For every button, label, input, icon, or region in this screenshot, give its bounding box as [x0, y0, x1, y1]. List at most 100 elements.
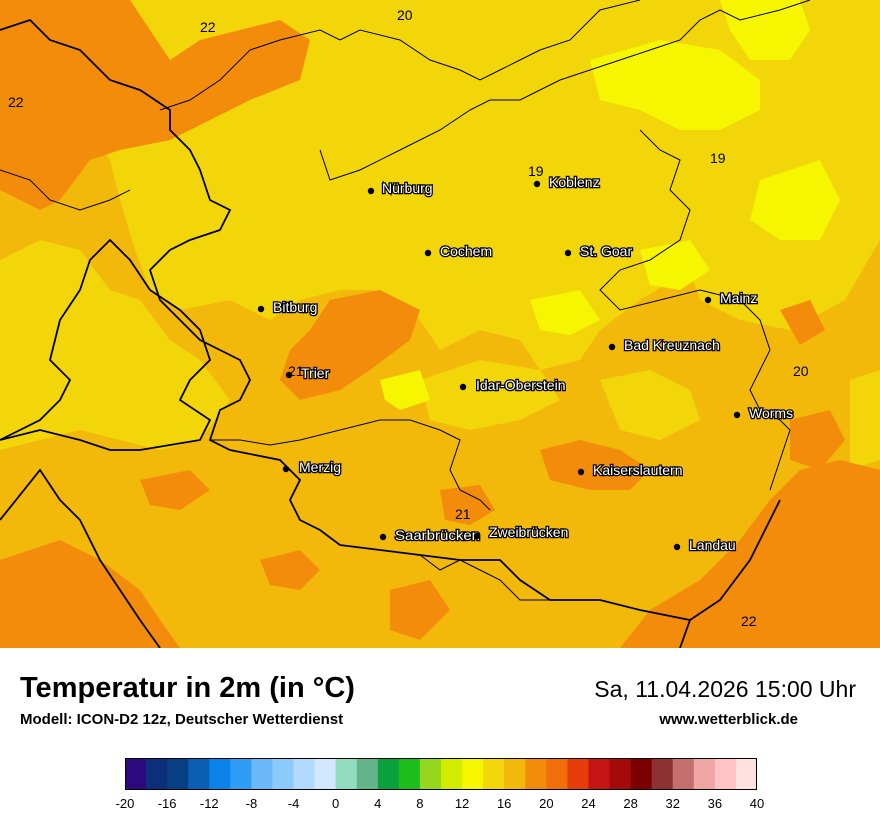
legend-swatch — [335, 758, 358, 790]
legend-swatch — [188, 758, 210, 790]
city-dot — [733, 411, 741, 419]
legend-tick-label: -4 — [287, 796, 300, 811]
legend-swatches — [125, 758, 757, 790]
isoline-label: 22 — [200, 19, 216, 35]
city-label: Landau — [689, 537, 736, 553]
city-trier[interactable]: Trier — [285, 364, 331, 382]
city-kaiserslautern[interactable]: Kaiserslautern — [577, 461, 684, 479]
legend-tick-label: 12 — [454, 796, 470, 811]
legend-tick-label: 36 — [707, 796, 723, 811]
legend-tick-label: -20 — [115, 796, 135, 811]
isoline-label: 19 — [528, 163, 544, 179]
legend-swatch — [125, 758, 147, 790]
city-label: Merzig — [299, 459, 341, 475]
city-label: Trier — [301, 365, 330, 381]
city-bitburg[interactable]: Bitburg — [257, 298, 319, 316]
city-markers: Nürburg Koblenz Cochem St. Goar Bitburg … — [257, 173, 794, 554]
temperature-zone-light — [380, 0, 840, 410]
legend-swatch — [293, 758, 316, 790]
legend-frame — [125, 758, 757, 790]
legend-swatch — [462, 758, 484, 790]
city-label: Bitburg — [273, 299, 317, 315]
city-nuerburg[interactable]: Nürburg — [367, 179, 434, 197]
legend-swatch — [651, 758, 674, 790]
legend-swatch — [398, 758, 421, 790]
temperature-map[interactable]: 20 22 22 19 19 21 20 21 22 Nürburg Koble… — [0, 0, 880, 649]
city-dot — [282, 465, 290, 473]
city-label: Cochem — [440, 243, 492, 259]
isoline-label: 22 — [8, 94, 24, 110]
forecast-datetime: Sa, 11.04.2026 15:00 Uhr — [594, 676, 856, 702]
legend-swatch — [630, 758, 653, 790]
city-dot — [424, 249, 432, 257]
city-idar-oberstein[interactable]: Idar-Oberstein — [459, 376, 567, 394]
legend-tick-label: 32 — [665, 796, 680, 811]
city-bad-kreuznach[interactable]: Bad Kreuznach — [608, 336, 721, 354]
city-cochem[interactable]: Cochem — [424, 242, 493, 260]
legend-swatch — [230, 758, 252, 790]
legend-tick-label: 24 — [581, 796, 596, 811]
city-dot — [367, 187, 375, 195]
city-dot — [379, 533, 387, 541]
website-link[interactable]: www.wetterblick.de — [659, 711, 798, 728]
legend-swatch — [504, 758, 526, 790]
legend-swatch — [588, 758, 611, 790]
city-dot — [564, 249, 572, 257]
legend-swatch — [672, 758, 695, 790]
country-borders — [0, 18, 781, 649]
legend-swatch — [483, 758, 505, 790]
legend-tick-label: -12 — [199, 796, 219, 811]
city-label: Worms — [749, 405, 793, 421]
city-koblenz[interactable]: Koblenz — [533, 173, 601, 191]
legend-swatch — [693, 758, 716, 790]
legend-swatch — [251, 758, 274, 790]
city-dot — [459, 383, 467, 391]
legend-tick-label: 20 — [539, 796, 554, 811]
city-zweibruecken[interactable]: Zweibrücken — [473, 523, 570, 541]
city-dot — [533, 180, 541, 188]
legend-tick-label: -8 — [245, 796, 258, 811]
city-st-goar[interactable]: St. Goar — [564, 242, 634, 260]
city-dot — [577, 468, 585, 476]
map-title: Temperatur in 2m (in °C) — [20, 672, 355, 704]
city-label: St. Goar — [580, 243, 632, 259]
legend-swatch — [209, 758, 231, 790]
legend-swatch — [714, 758, 737, 790]
map-footer: Temperatur in 2m (in °C) Modell: ICON-D2… — [0, 648, 880, 830]
legend-swatch — [146, 758, 168, 790]
city-dot — [608, 343, 616, 351]
city-label: Saarbrücken — [395, 527, 480, 543]
city-label: Idar-Oberstein — [476, 377, 565, 393]
isoline-label: 22 — [741, 613, 757, 629]
city-mainz[interactable]: Mainz — [704, 289, 759, 307]
city-dot — [673, 543, 681, 551]
legend-tick-label: 4 — [374, 796, 382, 811]
isoline-label: 21 — [455, 506, 471, 522]
city-merzig[interactable]: Merzig — [282, 458, 342, 476]
legend-tick-label: 16 — [496, 796, 512, 811]
legend-tick-label: 0 — [332, 796, 340, 811]
city-dot — [473, 532, 481, 540]
city-worms[interactable]: Worms — [733, 404, 794, 422]
city-label: Kaiserslautern — [593, 462, 683, 478]
legend-swatch — [609, 758, 632, 790]
legend-swatch — [167, 758, 189, 790]
isoline-label: 19 — [710, 150, 726, 166]
isoline-labels: 20 22 22 19 19 21 20 21 22 — [8, 7, 809, 629]
city-dot — [257, 305, 265, 313]
city-saarbruecken[interactable]: Saarbrücken — [379, 526, 481, 544]
legend-swatch — [735, 758, 757, 790]
isoline-label: 20 — [397, 7, 413, 23]
city-dot — [704, 296, 712, 304]
city-landau[interactable]: Landau — [673, 536, 737, 554]
legend-swatch — [377, 758, 400, 790]
legend-swatch — [567, 758, 590, 790]
legend-swatch — [314, 758, 337, 790]
legend-tick-label: 8 — [416, 796, 424, 811]
city-dot — [285, 371, 293, 379]
legend-swatch — [525, 758, 547, 790]
legend-swatch — [272, 758, 295, 790]
legend-swatch — [546, 758, 568, 790]
legend-tick-label: 40 — [749, 796, 765, 811]
temperature-zone-orange — [0, 0, 880, 648]
